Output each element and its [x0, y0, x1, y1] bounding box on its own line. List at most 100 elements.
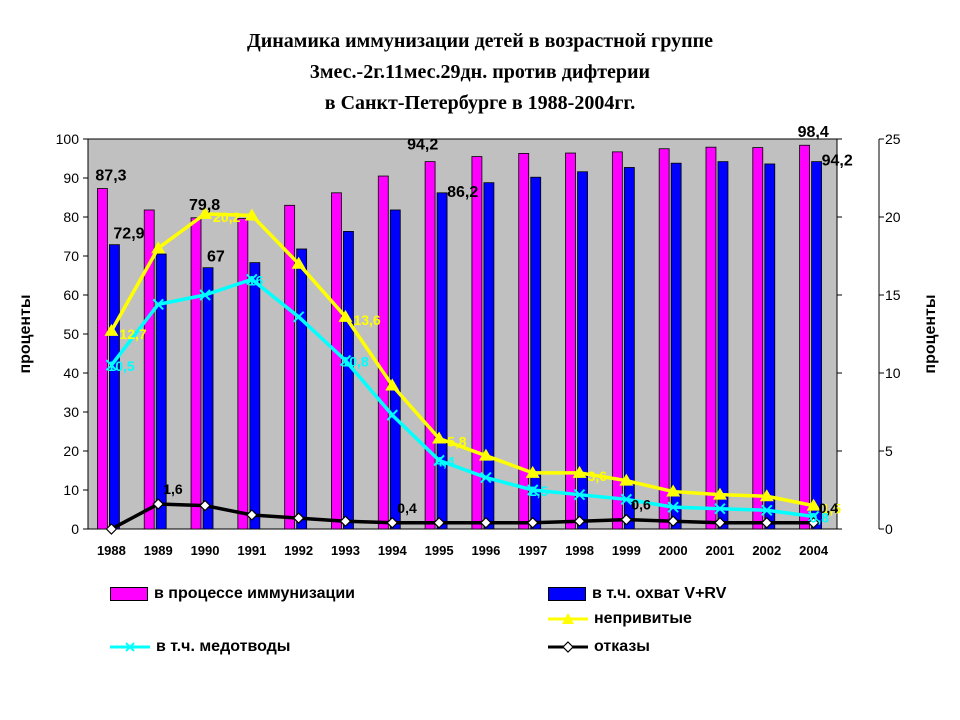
- marker-medotvody: [620, 493, 633, 506]
- y2-axis-label: проценты: [922, 294, 939, 373]
- data-label-line: 13,6: [353, 312, 380, 328]
- bar-immunization: [424, 161, 436, 530]
- marker-neprivitye: [291, 256, 306, 269]
- marker-neprivitye: [806, 498, 821, 511]
- data-label-line: 20,2: [213, 209, 240, 225]
- y-axis-tick-label: 50: [63, 326, 79, 342]
- x-axis-tick-label: 1988: [97, 543, 126, 558]
- bar-immunization: [377, 175, 389, 530]
- data-label-line: 2,5: [529, 483, 549, 499]
- bar-immunization: [752, 147, 764, 530]
- marker-medotvody: [433, 454, 445, 467]
- x-axis-tick-label: 1998: [565, 543, 594, 558]
- y-axis-tick-label: 60: [63, 287, 79, 303]
- y2-axis-tick-label: 10: [885, 365, 901, 381]
- marker-medotvody: [246, 273, 258, 286]
- chart-title-line-3: в Санкт-Петербурге в 1988-2004гг.: [324, 92, 636, 114]
- x-axis-tick-label: 1989: [144, 543, 173, 558]
- bar-immunization: [331, 192, 342, 530]
- x-axis-tick-label: 1995: [425, 543, 454, 558]
- data-label-line: 0,4: [397, 500, 417, 516]
- data-label-line: 10,8: [341, 354, 368, 370]
- data-label-line: 4,4: [435, 453, 455, 469]
- marker-medotvody: [292, 311, 305, 323]
- bar-coverage: [202, 267, 214, 530]
- legend-label-neprivitye: непривитые: [594, 610, 692, 627]
- legend-item-neprivitye: непривитые: [548, 610, 692, 628]
- bar-coverage: [109, 244, 120, 530]
- data-label-line: 3,6: [588, 468, 608, 484]
- marker-otkazy: [292, 512, 305, 524]
- marker-otkazy: [105, 523, 118, 535]
- bar-coverage: [483, 182, 495, 530]
- x-axis-tick-label: 2004: [799, 543, 829, 558]
- marker-neprivitye: [432, 431, 447, 444]
- marker-medotvody: [386, 409, 398, 421]
- data-label-line: 0,8: [810, 510, 830, 526]
- bar-coverage: [389, 209, 401, 530]
- bar-immunization: [471, 156, 483, 530]
- bar-coverage: [811, 161, 822, 530]
- y-axis-tick-label: 100: [56, 131, 80, 147]
- marker-otkazy: [620, 513, 633, 526]
- y2-axis-tick-label: 25: [885, 131, 901, 147]
- marker-otkazy: [480, 516, 492, 529]
- bar-coverage: [623, 167, 635, 530]
- data-label-line: 0,6: [631, 497, 651, 513]
- bar-immunization: [97, 188, 108, 530]
- x-axis-tick-label: 1991: [237, 543, 266, 558]
- y-axis-tick-label: 20: [63, 443, 79, 459]
- legend-item-bar1: в процессе иммунизации: [110, 585, 355, 603]
- marker-neprivitye: [104, 323, 119, 336]
- y2-axis-tick-label: 15: [885, 287, 901, 303]
- bar-coverage: [670, 162, 682, 530]
- legend-swatch-bar2: [548, 587, 586, 601]
- data-label-line: 10,5: [107, 358, 134, 374]
- data-label-bar: 94,2: [822, 153, 853, 170]
- marker-otkazy: [667, 515, 680, 528]
- marker-neprivitye: [385, 378, 400, 391]
- marker-neprivitye: [712, 487, 727, 500]
- marker-otkazy: [152, 498, 165, 510]
- line-medotvody: [110, 277, 814, 519]
- x-axis-tick-label: 1996: [471, 543, 500, 558]
- x-axis-tick-label: 1990: [191, 543, 220, 558]
- bar-coverage: [436, 192, 448, 530]
- data-label-bar: 94,2: [407, 137, 438, 154]
- marker-medotvody: [714, 503, 726, 515]
- data-label-line: 16: [248, 272, 264, 288]
- marker-otkazy: [760, 516, 773, 529]
- y-axis-tick-label: 10: [63, 482, 79, 498]
- marker-neprivitye: [525, 465, 540, 478]
- bar-coverage: [296, 248, 308, 530]
- y-axis-tick-label: 30: [63, 404, 79, 420]
- data-label-bar: 79,8: [189, 197, 220, 214]
- y-axis-tick-label: 40: [63, 365, 79, 381]
- legend-swatch-neprivitye: [548, 613, 588, 624]
- legend-item-medotvody: в т.ч. медотводы: [110, 638, 290, 656]
- chart-title-line-2: 3мес.-2г.11мес.29дн. против дифтерии: [309, 61, 651, 83]
- marker-medotvody: [199, 289, 211, 301]
- marker-otkazy: [199, 499, 211, 512]
- y-axis-tick-label: 80: [63, 209, 79, 225]
- data-label-line: 12,7: [119, 326, 146, 342]
- marker-otkazy: [433, 516, 445, 529]
- legend-label-bar2: в т.ч. охват V+RV: [592, 585, 727, 602]
- x-axis-tick-label: 1997: [518, 543, 547, 558]
- y-axis-tick-label: 70: [63, 248, 79, 264]
- bar-coverage: [764, 163, 776, 530]
- marker-medotvody: [527, 484, 539, 496]
- marker-medotvody: [339, 354, 352, 367]
- line-neprivitye: [109, 212, 814, 508]
- bar-coverage: [577, 171, 588, 530]
- y2-axis-tick-label: 20: [885, 209, 901, 225]
- x-axis-tick-label: 2001: [706, 543, 735, 558]
- marker-medotvody: [480, 471, 492, 484]
- x-axis-tick-label: 2002: [752, 543, 781, 558]
- marker-otkazy: [714, 516, 726, 529]
- marker-otkazy: [573, 515, 586, 528]
- marker-neprivitye: [244, 208, 259, 221]
- marker-neprivitye: [759, 489, 774, 502]
- y-axis-tick-label: 90: [63, 170, 79, 186]
- marker-neprivitye: [666, 484, 681, 497]
